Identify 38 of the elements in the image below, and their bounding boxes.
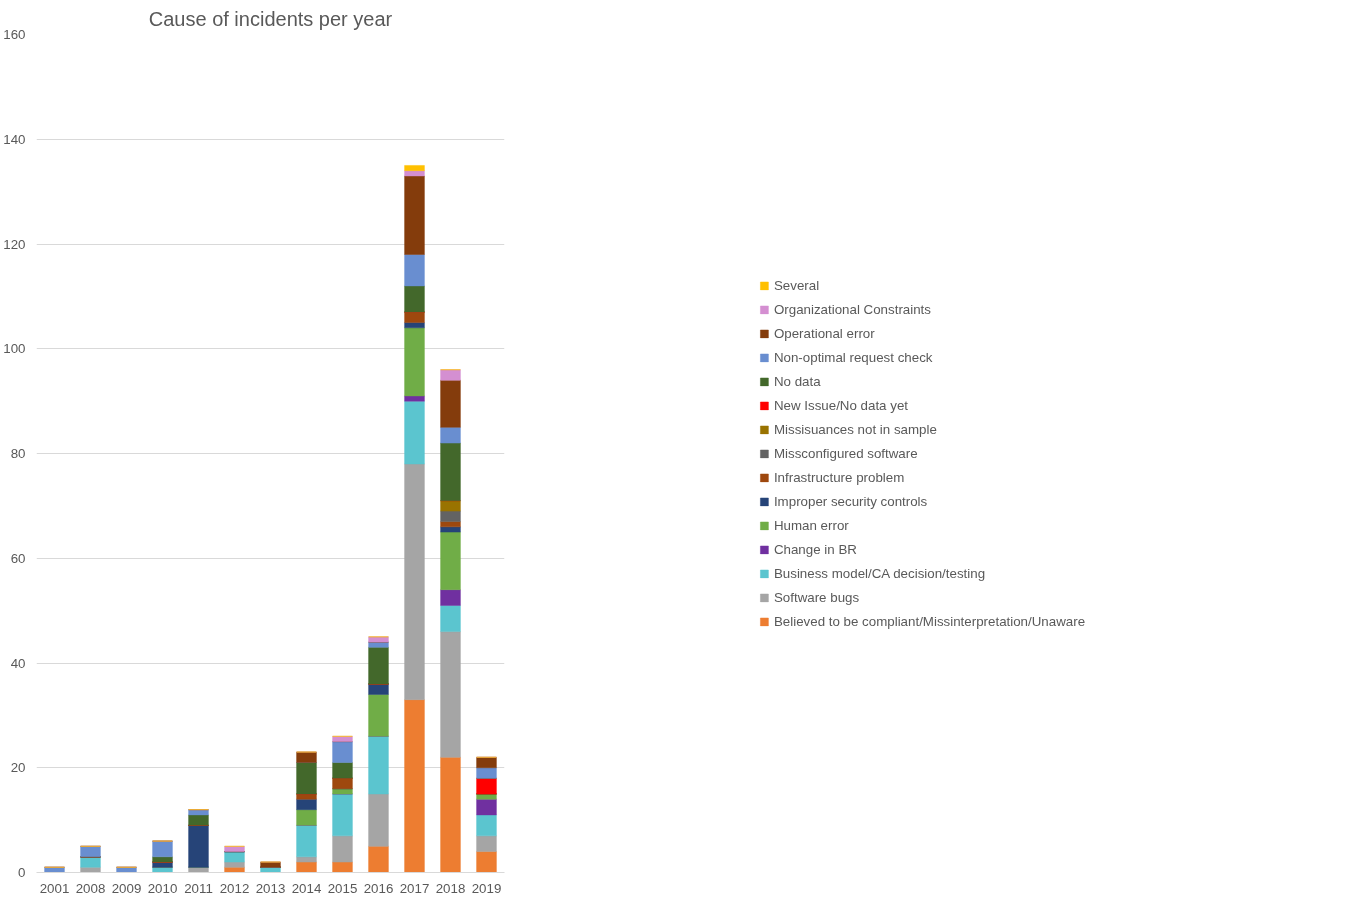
legend-label: Business model/CA decision/testing bbox=[773, 565, 986, 581]
y-tick-label: 80 bbox=[10, 446, 26, 461]
x-tick-label: 2016 bbox=[363, 880, 394, 896]
y-tick-label: 100 bbox=[3, 341, 26, 357]
legend-label: Missisuances not in sample bbox=[773, 421, 937, 437]
y-tick-label: 60 bbox=[10, 550, 26, 566]
chart-title: Cause of incidents per year bbox=[148, 7, 393, 30]
legend-label: Organizational Constraints bbox=[773, 301, 931, 317]
legend-label: Several bbox=[773, 277, 820, 293]
x-tick-label: 2015 bbox=[327, 880, 358, 896]
legend-label: No data bbox=[773, 373, 821, 389]
x-tick-label: 2008 bbox=[75, 880, 106, 896]
x-tick-label: 2019 bbox=[471, 880, 502, 896]
y-tick-label: 0 bbox=[18, 865, 26, 880]
y-tick-label: 40 bbox=[10, 655, 26, 671]
x-tick-label: 2010 bbox=[147, 880, 178, 896]
y-tick-label: 20 bbox=[10, 760, 26, 776]
y-tick-label: 160 bbox=[3, 27, 26, 42]
x-tick-label: 2011 bbox=[184, 880, 213, 896]
x-tick-label: 2014 bbox=[291, 880, 322, 896]
x-tick-label: 2018 bbox=[435, 880, 466, 896]
x-tick-label: 2013 bbox=[255, 880, 286, 896]
x-tick-label: 2001 bbox=[39, 880, 70, 896]
legend-label: Missconfigured software bbox=[773, 445, 918, 461]
legend-label: New Issue/No data yet bbox=[773, 397, 909, 413]
legend-label: Believed to be compliant/Missinterpretation/Unaware bbox=[773, 613, 1086, 629]
legend-label: Improper security controls bbox=[773, 493, 928, 509]
legend-label: Human error bbox=[773, 517, 849, 533]
legend-label: Infrastructure problem bbox=[773, 469, 905, 485]
legend-label: Non-optimal request check bbox=[773, 349, 933, 365]
legend-label: Operational error bbox=[773, 325, 875, 341]
legend-label: Change in BR bbox=[773, 541, 857, 557]
legend-label: Software bugs bbox=[773, 589, 860, 605]
x-tick-label: 2012 bbox=[219, 880, 250, 896]
y-tick-label: 120 bbox=[3, 236, 26, 252]
x-tick-label: 2009 bbox=[111, 880, 142, 896]
x-tick-label: 2017 bbox=[399, 880, 430, 896]
y-tick-label: 140 bbox=[3, 131, 26, 147]
